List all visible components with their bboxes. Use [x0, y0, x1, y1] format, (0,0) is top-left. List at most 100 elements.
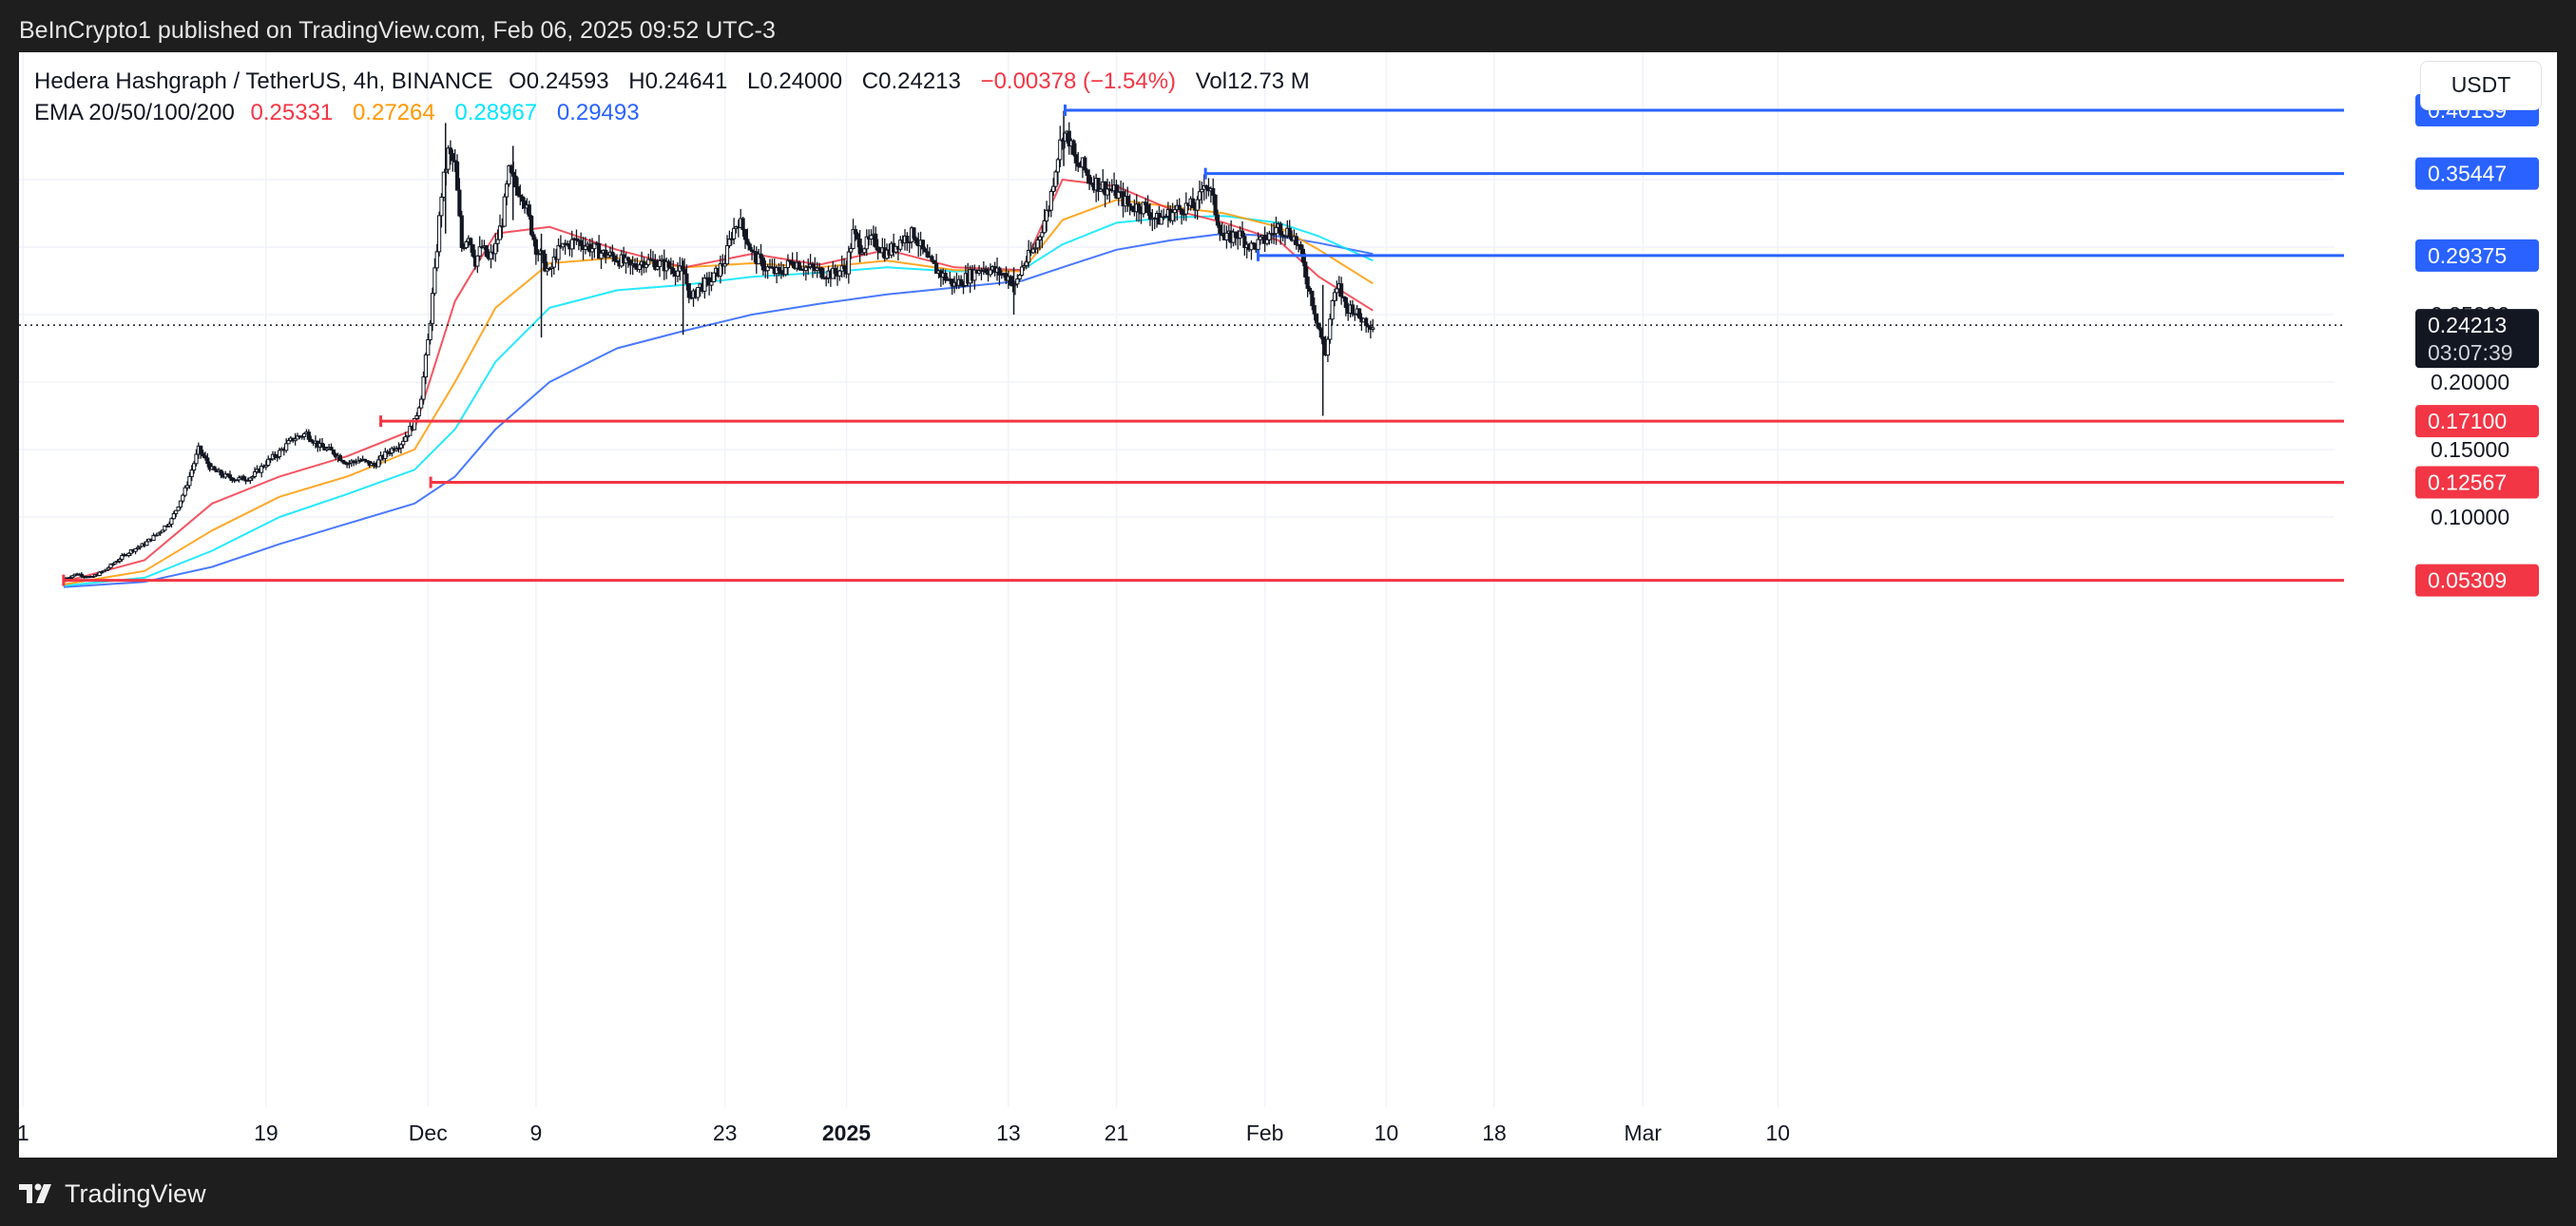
- candle-body: [1310, 290, 1315, 307]
- candle-body: [1022, 265, 1027, 268]
- candle-body: [913, 238, 918, 244]
- ema-label[interactable]: EMA 20/50/100/200: [34, 100, 235, 125]
- candle-body: [178, 500, 183, 508]
- candle-body: [1240, 230, 1245, 238]
- ema20-value: 0.25331: [250, 100, 334, 125]
- chart-panel[interactable]: 0.100000.150000.200000.250000.300000.350…: [19, 52, 2557, 1158]
- candle-body: [599, 252, 604, 259]
- candle-body: [1042, 220, 1047, 234]
- candle-body: [104, 568, 108, 571]
- candle-body: [448, 147, 453, 155]
- x-tick-label: 10: [1765, 1121, 1790, 1145]
- candle-body: [932, 259, 936, 264]
- candle-body: [1267, 233, 1272, 240]
- candle-body: [273, 453, 278, 458]
- candle-body: [1040, 232, 1045, 238]
- candle-body: [356, 460, 360, 464]
- candle-body: [419, 398, 424, 409]
- x-axis[interactable]: 1 19 Dec 9 23 2025 13 21 Feb 10 18 Mar 10: [19, 1121, 1790, 1145]
- candle-body: [484, 245, 489, 258]
- candle-body: [1127, 202, 1132, 207]
- candle-body: [138, 546, 143, 548]
- candle-body: [747, 243, 752, 251]
- candle-body: [1085, 169, 1089, 176]
- candle-body: [252, 471, 258, 477]
- candle-body: [668, 266, 673, 269]
- candle-body: [1170, 212, 1175, 221]
- candle-body: [1213, 194, 1218, 216]
- symbol-title[interactable]: Hedera Hashgraph / TetherUS, 4h, BINANCE: [34, 68, 493, 94]
- candle-body: [905, 235, 910, 243]
- y-axis[interactable]: 0.100000.150000.200000.250000.300000.350…: [2415, 94, 2539, 597]
- candle-body: [797, 261, 801, 270]
- candle-body: [115, 560, 120, 563]
- candle-body: [1211, 187, 1216, 196]
- candle-body: [309, 438, 314, 443]
- candle-body: [907, 241, 912, 244]
- close-value: C0.24213: [861, 68, 961, 94]
- candle-body: [113, 561, 118, 565]
- candle-body: [106, 566, 111, 570]
- candle-body: [1105, 188, 1110, 196]
- currency-button[interactable]: USDT: [2420, 61, 2542, 110]
- candle-body: [1047, 209, 1051, 212]
- candle-body: [833, 267, 837, 275]
- candle-body: [192, 463, 197, 471]
- support-price-tag: [2415, 466, 2539, 499]
- candle-body: [1058, 139, 1063, 161]
- candle-body: [515, 186, 521, 196]
- candle-body: [405, 434, 411, 438]
- candle-body: [158, 531, 163, 534]
- candle-body: [362, 458, 368, 462]
- candle-body: [1200, 188, 1204, 193]
- candle-body: [502, 196, 507, 227]
- candle-body: [862, 248, 867, 254]
- candle-body: [686, 282, 691, 298]
- candle-body: [1098, 188, 1103, 192]
- candle-body: [574, 238, 579, 241]
- candle-body: [612, 255, 617, 262]
- price-chart[interactable]: 0.100000.150000.200000.250000.300000.350…: [19, 52, 2557, 1158]
- candle-body: [912, 227, 916, 239]
- candle-body: [176, 506, 181, 511]
- candle-body: [144, 541, 149, 546]
- candle-body: [646, 259, 651, 265]
- candle-body: [394, 448, 399, 451]
- x-tick-label: Mar: [1624, 1121, 1662, 1145]
- candle-body: [1318, 328, 1323, 338]
- candle-body: [493, 242, 498, 255]
- candle-body: [785, 259, 791, 269]
- candle-body: [1183, 202, 1188, 215]
- candle-body: [859, 252, 865, 255]
- candle-body: [1116, 191, 1121, 199]
- candle-body: [569, 239, 574, 250]
- candle-body: [722, 263, 727, 267]
- candle-body: [223, 473, 228, 478]
- candle-body: [930, 256, 934, 261]
- candle-body: [227, 474, 233, 479]
- current-price-label: 0.24213: [2428, 313, 2507, 337]
- candle-body: [1145, 204, 1150, 214]
- candle-body: [1076, 162, 1081, 167]
- candle-body: [171, 513, 176, 520]
- candle-body: [759, 253, 763, 259]
- candle-body: [853, 229, 858, 235]
- candle-body: [943, 272, 948, 281]
- candle-body: [1303, 261, 1308, 278]
- candle-body: [653, 259, 658, 270]
- ema-lines: [63, 179, 1374, 588]
- candle-body: [655, 265, 660, 270]
- candle-body: [533, 239, 538, 255]
- tradingview-brand[interactable]: TradingView: [19, 1175, 206, 1213]
- candle-body: [527, 204, 531, 217]
- candle-body: [133, 547, 138, 552]
- candle-body: [934, 262, 939, 275]
- candle-body: [1256, 239, 1260, 250]
- candle-body: [126, 552, 131, 557]
- candle-body: [745, 239, 750, 245]
- candle-body: [657, 259, 663, 267]
- candle-body: [979, 270, 984, 273]
- candle-body: [151, 534, 156, 541]
- candle-body: [319, 442, 325, 449]
- candle-body: [1312, 305, 1317, 315]
